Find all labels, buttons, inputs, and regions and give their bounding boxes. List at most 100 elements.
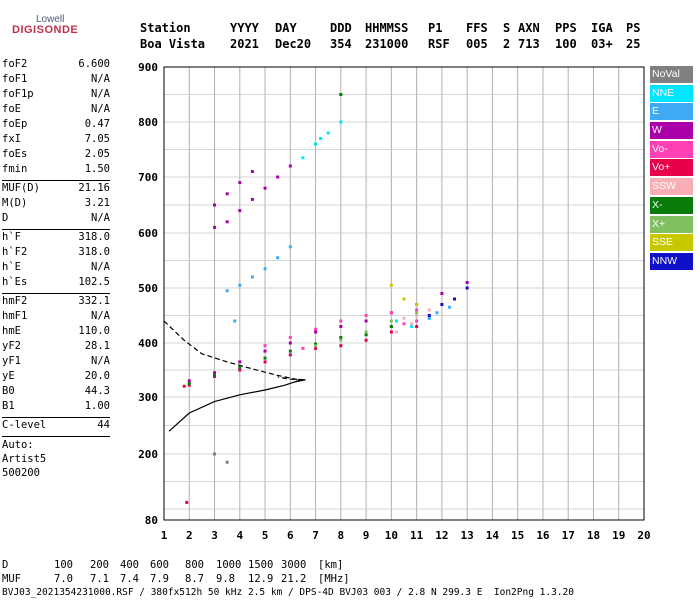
x-tick-label: 20 xyxy=(637,529,650,542)
data-point xyxy=(465,286,469,290)
data-point xyxy=(339,319,343,323)
param-label: fmin xyxy=(2,163,28,175)
parameter-panel: foF2 6.600 foF1 N/A foF1p N/A foE N/A foEp 0.47 fx… xyxy=(2,58,110,480)
param-value: N/A xyxy=(91,88,110,100)
data-point xyxy=(402,316,406,320)
param-label: D xyxy=(2,212,9,224)
header-field: 2 xyxy=(503,37,511,51)
logo-lowell: Lowell xyxy=(36,14,65,25)
param-value: 7.05 xyxy=(84,133,110,145)
param-label: h`E xyxy=(2,261,21,273)
header-field: RSF xyxy=(428,37,450,51)
data-point xyxy=(213,225,217,229)
data-point xyxy=(213,373,217,377)
data-point xyxy=(339,344,343,348)
param-value: 3.21 xyxy=(84,197,110,209)
param-row: foF1p N/A xyxy=(2,88,110,103)
data-point xyxy=(447,305,451,309)
autoscale-text: Artist5 xyxy=(2,453,47,465)
y-tick-label: 900 xyxy=(138,61,158,74)
data-point xyxy=(263,186,267,190)
data-point xyxy=(288,245,292,249)
data-point xyxy=(402,322,406,326)
data-point xyxy=(326,131,330,135)
header-field: YYYY xyxy=(230,21,259,35)
data-point xyxy=(394,330,398,334)
data-point xyxy=(402,297,406,301)
data-point xyxy=(389,325,393,328)
data-point xyxy=(339,338,343,342)
param-row: foEs 2.05 xyxy=(2,148,110,163)
header-field: 231000 xyxy=(365,37,409,51)
x-tick-label: 11 xyxy=(410,529,424,542)
param-value: 28.1 xyxy=(84,340,110,352)
param-row: h`F2 318.0 xyxy=(2,246,110,261)
header-field: AXN xyxy=(518,21,540,35)
param-row: h`E N/A xyxy=(2,261,110,276)
row-value: 9.8 xyxy=(216,573,235,585)
param-value: N/A xyxy=(91,261,110,273)
data-point xyxy=(410,325,414,328)
data-point xyxy=(187,379,191,383)
data-point xyxy=(288,164,292,168)
param-label: yF1 xyxy=(2,355,21,367)
param-label: B0 xyxy=(2,385,15,397)
header-field: 03+ xyxy=(591,37,613,51)
data-point xyxy=(339,325,343,328)
separator xyxy=(2,417,110,418)
data-point xyxy=(276,256,280,260)
row-value: 100 xyxy=(54,559,73,571)
y-tick-label: 300 xyxy=(138,391,158,404)
param-label: hmF2 xyxy=(2,295,28,307)
data-point xyxy=(453,297,457,301)
row-value: 800 xyxy=(185,559,204,571)
footer-info: BVJ03_2021354231000.RSF / 380fx512h 50 k… xyxy=(2,587,574,598)
data-point xyxy=(263,349,267,353)
header-field: Dec20 xyxy=(275,37,312,51)
x-tick-label: 12 xyxy=(435,529,448,542)
param-value: 20.0 xyxy=(84,370,110,382)
x-tick-label: 13 xyxy=(461,529,474,542)
data-point xyxy=(250,197,254,201)
row-value: 7.0 xyxy=(54,573,73,585)
x-tick-label: 9 xyxy=(363,529,370,542)
data-point xyxy=(440,303,444,306)
y-tick-label: 400 xyxy=(138,337,158,350)
data-point xyxy=(389,319,393,323)
data-point xyxy=(225,192,229,196)
row-value: 7.4 xyxy=(120,573,139,585)
data-point xyxy=(238,360,242,364)
legend-item: Vo+ xyxy=(650,159,693,177)
data-point xyxy=(415,311,419,315)
y-tick-label: 500 xyxy=(138,282,158,295)
data-point xyxy=(314,346,318,350)
legend-item: E xyxy=(650,103,693,121)
row-label: D xyxy=(2,559,9,571)
param-row: h`F 318.0 xyxy=(2,231,110,246)
param-value: 6.600 xyxy=(78,58,110,70)
param-row: foF2 6.600 xyxy=(2,58,110,73)
param-value: 44 xyxy=(97,419,110,431)
param-value: 318.0 xyxy=(78,246,110,258)
param-value: N/A xyxy=(91,212,110,224)
param-value: N/A xyxy=(91,355,110,367)
legend: NoVal NNE E W Vo- Vo+ SSW X- X+ SSE NNW xyxy=(650,66,693,272)
header-field: DDD xyxy=(330,21,352,35)
param-row: foF1 N/A xyxy=(2,73,110,88)
param-row: foE N/A xyxy=(2,103,110,118)
param-label: foEs xyxy=(2,148,28,160)
data-point xyxy=(415,325,419,328)
param-row: fmin 1.50 xyxy=(2,163,110,178)
param-row: hmF2 332.1 xyxy=(2,295,110,310)
data-point xyxy=(213,203,217,207)
param-row: h`Es 102.5 xyxy=(2,276,110,291)
x-tick-label: 5 xyxy=(262,529,269,542)
param-label: foE xyxy=(2,103,21,115)
data-point xyxy=(339,336,343,339)
data-point xyxy=(187,382,191,385)
data-point xyxy=(225,220,229,224)
header-field: IGA xyxy=(591,21,613,35)
x-tick-label: 6 xyxy=(287,529,294,542)
legend-item: W xyxy=(650,122,693,140)
autoscale-text: Auto: xyxy=(2,439,34,451)
